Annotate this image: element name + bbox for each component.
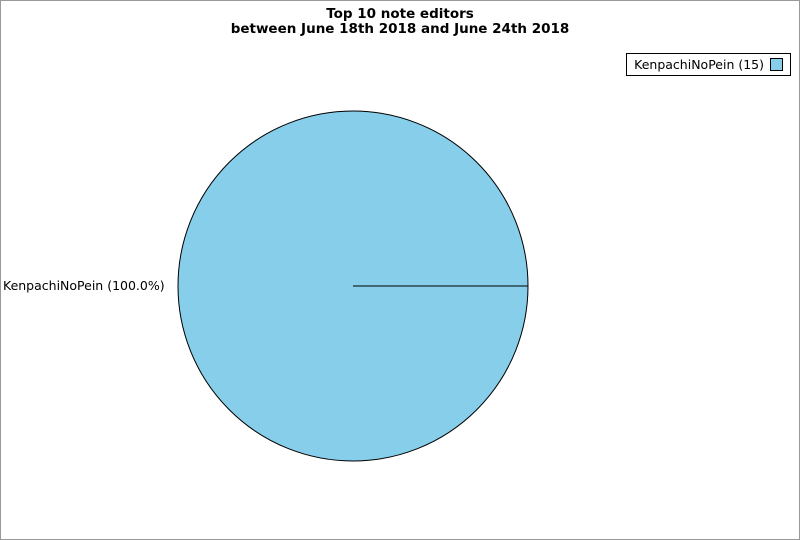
- chart-title-line2: between June 18th 2018 and June 24th 201…: [230, 21, 570, 37]
- legend-item-label: KenpachiNoPein (15): [634, 57, 764, 72]
- chart-title-line1: Top 10 note editors: [326, 6, 474, 22]
- chart-title: Top 10 note editors between June 18th 20…: [1, 7, 799, 37]
- legend-swatch-rect: [770, 58, 783, 71]
- pie-slice-label: KenpachiNoPein (100.0%): [3, 278, 165, 293]
- legend-swatch-icon: [770, 58, 783, 71]
- legend: KenpachiNoPein (15): [626, 53, 791, 76]
